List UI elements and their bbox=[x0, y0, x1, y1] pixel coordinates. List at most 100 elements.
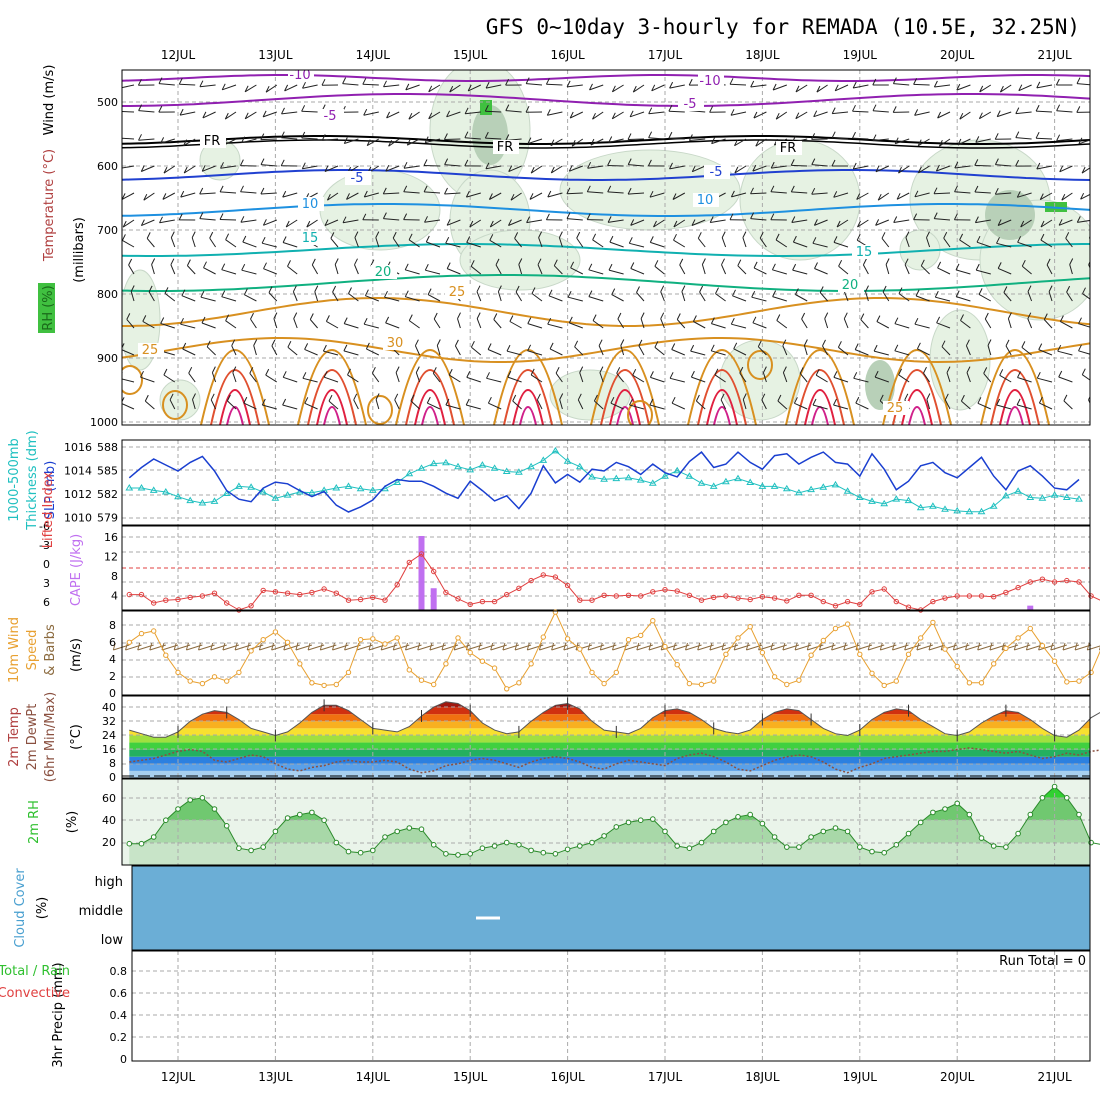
wind-barb bbox=[1003, 292, 1012, 302]
wind-barb bbox=[896, 192, 910, 200]
wind-barb-flag bbox=[757, 340, 762, 347]
wind-barb-flag bbox=[914, 190, 919, 198]
wind-barb bbox=[409, 320, 420, 329]
wind-barb-flag bbox=[282, 371, 287, 378]
wind-barb bbox=[833, 404, 849, 410]
y-tick-label: 900 bbox=[97, 352, 118, 365]
wind-barb-flag bbox=[803, 339, 808, 346]
wind-barb-flag bbox=[169, 393, 174, 401]
wind-barb-flag bbox=[801, 312, 806, 320]
wind-barb-flag bbox=[570, 261, 575, 269]
wind-barb-flag bbox=[221, 290, 226, 297]
wind-barb-flag bbox=[815, 368, 820, 376]
wind-barb-flag bbox=[999, 369, 1004, 376]
wind-barb bbox=[549, 348, 563, 356]
thickness-marker bbox=[831, 480, 840, 488]
thickness-marker bbox=[442, 458, 450, 466]
wind-barb bbox=[815, 374, 828, 383]
contour-label: 10 bbox=[697, 193, 714, 208]
wind-barb-flag bbox=[592, 233, 597, 241]
wind-barb bbox=[620, 345, 625, 356]
y-tick-label: 0 bbox=[120, 1053, 127, 1066]
rh-marker bbox=[832, 825, 839, 831]
wind-barb bbox=[371, 372, 380, 383]
wind-barb-flag bbox=[649, 398, 654, 406]
wind-barb-flag bbox=[640, 312, 645, 319]
lifted-index-marker bbox=[784, 598, 790, 604]
surface-contour bbox=[747, 350, 773, 380]
wind-barb-flag bbox=[730, 190, 735, 198]
wind-barb bbox=[405, 84, 420, 91]
wind-barb-flag bbox=[282, 398, 287, 406]
thickness-marker bbox=[892, 495, 901, 502]
lifted-index-marker bbox=[844, 598, 851, 605]
rh-marker bbox=[917, 819, 924, 826]
wind-barb-flag bbox=[330, 232, 335, 239]
wind-barb-flag bbox=[293, 312, 298, 319]
panel-frame bbox=[121, 525, 1091, 611]
wind-barb-flag bbox=[860, 313, 865, 320]
thickness-marker bbox=[989, 502, 998, 509]
wind-barb bbox=[466, 242, 481, 248]
wind-barb-flag bbox=[1081, 166, 1086, 174]
wind-barb bbox=[1077, 219, 1090, 223]
wind-barb-flag bbox=[904, 258, 909, 265]
lifted-index-marker bbox=[662, 587, 668, 593]
wind-barb bbox=[262, 111, 277, 118]
temp-unit: (°C) bbox=[69, 724, 84, 750]
wind-barb-flag bbox=[894, 137, 899, 144]
wind-barb-flag bbox=[571, 139, 576, 147]
wind-barb bbox=[1078, 323, 1090, 328]
wind-barb-flag bbox=[268, 286, 273, 293]
lifted-index-marker bbox=[406, 559, 412, 566]
wind-barb-flag bbox=[965, 642, 968, 651]
wind-barb bbox=[265, 84, 278, 93]
wind-barb bbox=[366, 348, 380, 356]
wind-barb bbox=[242, 241, 257, 248]
wind-barb-flag bbox=[453, 642, 457, 651]
wind-barb-flag bbox=[587, 642, 591, 651]
rh-marker bbox=[321, 817, 327, 824]
wind-barb-flag bbox=[301, 105, 306, 112]
wind-speed-marker bbox=[297, 661, 303, 667]
wind-barb-flag bbox=[1080, 192, 1085, 200]
rh-shade bbox=[739, 139, 861, 261]
wind-barb-flag bbox=[894, 317, 899, 324]
rh-marker bbox=[1076, 811, 1082, 818]
wind-barb-flag bbox=[375, 231, 380, 238]
wind-barb bbox=[304, 348, 318, 356]
wind-barb-flag bbox=[225, 233, 230, 240]
wind-barb bbox=[954, 191, 971, 194]
wind-barb-flag bbox=[799, 367, 804, 374]
wind-barb bbox=[457, 318, 461, 329]
thickness-marker bbox=[1062, 493, 1071, 500]
wind-barb bbox=[975, 219, 991, 224]
wind-barb bbox=[770, 191, 787, 194]
wind-barb-flag bbox=[695, 394, 700, 402]
wind-speed-marker bbox=[163, 652, 169, 658]
wind-barb-flag bbox=[811, 187, 816, 195]
wind-barb-flag bbox=[464, 131, 469, 138]
wind-barb-flag bbox=[383, 80, 387, 88]
rh-marker bbox=[978, 835, 985, 841]
wind-barb-flag bbox=[943, 231, 948, 239]
rh-marker bbox=[455, 852, 461, 858]
wind-barb-flag bbox=[138, 134, 142, 141]
wind-barb-flag bbox=[188, 366, 193, 374]
wind-barb bbox=[996, 242, 1012, 248]
slp-label: SLP (mb) bbox=[43, 461, 58, 520]
wind-barb-flag bbox=[751, 290, 756, 298]
wind-barb-flag bbox=[916, 642, 920, 651]
wind-barb bbox=[408, 239, 420, 248]
wind-barb bbox=[231, 345, 237, 356]
wind-barb-flag bbox=[745, 642, 749, 651]
wind-barb-flag bbox=[978, 112, 983, 119]
wind-barb bbox=[711, 323, 726, 329]
wind-barb-flag bbox=[876, 315, 881, 322]
wind-barb bbox=[1058, 219, 1073, 226]
wind-barb-flag bbox=[697, 642, 701, 651]
wind-barb bbox=[126, 319, 135, 329]
wind-barb-flag bbox=[198, 642, 201, 651]
wind-barb-flag bbox=[445, 398, 450, 406]
wind-barb-flag bbox=[566, 80, 571, 88]
